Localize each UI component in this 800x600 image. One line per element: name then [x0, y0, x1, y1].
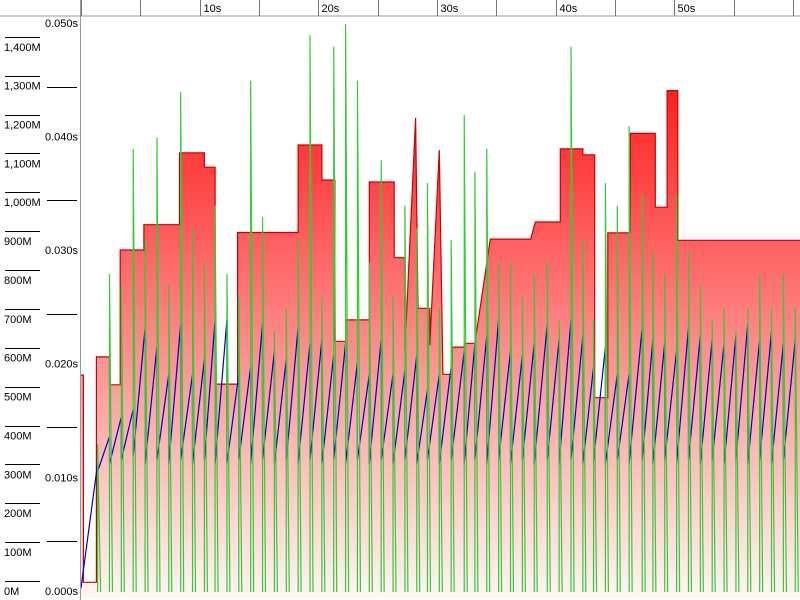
gc-spike: [356, 80, 362, 593]
gc-spike: [226, 273, 231, 593]
y2-tick-label: 0.000s: [45, 586, 79, 598]
gc-spike: [273, 330, 278, 593]
x-tick-label: 30s: [441, 3, 459, 15]
y-tick-label: 400M: [4, 430, 32, 442]
y2-tick-label: 0.010s: [45, 472, 79, 484]
gc-spike: [203, 262, 208, 593]
gc-spike: [309, 35, 314, 593]
y-tick-label: 1,300M: [4, 81, 41, 93]
gc-spike: [144, 239, 149, 593]
gc-spike: [616, 205, 621, 593]
gc-spike: [759, 273, 764, 593]
gc-spike: [711, 319, 716, 593]
gc-spike: [664, 273, 669, 593]
gc-spike: [570, 46, 575, 593]
gc-spike: [735, 330, 740, 593]
gc-spike: [250, 80, 255, 593]
y-tick-label: 100M: [4, 547, 32, 559]
gc-spike: [782, 273, 787, 593]
gc-spike: [380, 160, 385, 593]
gc-spike: [498, 262, 503, 593]
gc-spike: [285, 307, 290, 593]
gc-spike: [546, 262, 551, 593]
x-tick-label: 40s: [560, 3, 578, 15]
gc-spike: [416, 228, 421, 593]
gc-spike: [97, 444, 102, 593]
gc-spike: [438, 307, 443, 593]
gc-spike: [120, 285, 125, 593]
y2-tick-label: 0.020s: [45, 359, 79, 371]
gc-spike: [533, 273, 538, 593]
gc-spike: [509, 262, 515, 593]
gc-spike: [463, 114, 468, 593]
gc-spike: [191, 228, 197, 593]
gc-spike: [687, 251, 693, 593]
gc-spike: [676, 194, 681, 593]
y-tick-label: 200M: [4, 508, 32, 520]
gc-spike: [321, 296, 326, 593]
gc-spike: [641, 194, 646, 593]
gc-spike: [297, 239, 302, 593]
y2-tick-label: 0.050s: [45, 18, 79, 30]
gc-spike: [450, 239, 455, 593]
gc-spike: [604, 183, 610, 593]
gc-spike: [652, 251, 657, 593]
plot-area: [81, 23, 800, 598]
x-tick-label: 20s: [322, 3, 340, 15]
x-tick-label: 10s: [204, 3, 222, 15]
gc-spike: [794, 307, 799, 593]
gc-spike: [392, 296, 397, 593]
heap-area: [81, 90, 800, 598]
gc-spike: [168, 285, 173, 593]
gc-spike: [628, 126, 633, 593]
gc-spike: [558, 319, 563, 593]
gc-spike: [132, 148, 137, 593]
y-tick-label: 1,000M: [4, 197, 41, 209]
gc-spike: [747, 307, 752, 593]
gc-spike: [180, 92, 185, 593]
y-tick-label: 1,100M: [4, 158, 41, 170]
gc-spike: [486, 148, 491, 593]
gc-spike: [474, 171, 479, 593]
gc-spike: [592, 319, 598, 593]
gc-spike: [404, 205, 409, 593]
y-tick-label: 300M: [4, 469, 32, 481]
y-tick-label: 1,400M: [4, 42, 41, 54]
y-tick-label: 600M: [4, 353, 32, 365]
y-tick-label: 0M: [4, 586, 19, 598]
gc-spike: [214, 205, 219, 593]
y2-tick-label: 0.030s: [45, 245, 79, 257]
gc-spike: [699, 285, 704, 593]
gc-spike: [108, 273, 114, 593]
gc-spike: [156, 137, 161, 593]
gc-spike: [770, 307, 776, 593]
y-tick-label: 800M: [4, 275, 32, 287]
y-tick-label: 700M: [4, 314, 32, 326]
gc-spike: [333, 46, 338, 593]
gc-spike: [344, 23, 350, 593]
y-tick-label: 500M: [4, 392, 32, 404]
y-tick-label: 900M: [4, 236, 32, 248]
y-tick-label: 1,200M: [4, 120, 41, 132]
gc-spike: [521, 296, 526, 593]
x-tick-label: 50s: [678, 3, 696, 15]
gc-spike: [426, 183, 432, 593]
gc-spike: [261, 217, 267, 593]
gc-spike: [368, 262, 373, 593]
gc-spike: [582, 239, 587, 593]
gc-spike: [238, 296, 243, 593]
gc-spike: [723, 307, 728, 593]
y2-tick-label: 0.040s: [45, 131, 79, 143]
